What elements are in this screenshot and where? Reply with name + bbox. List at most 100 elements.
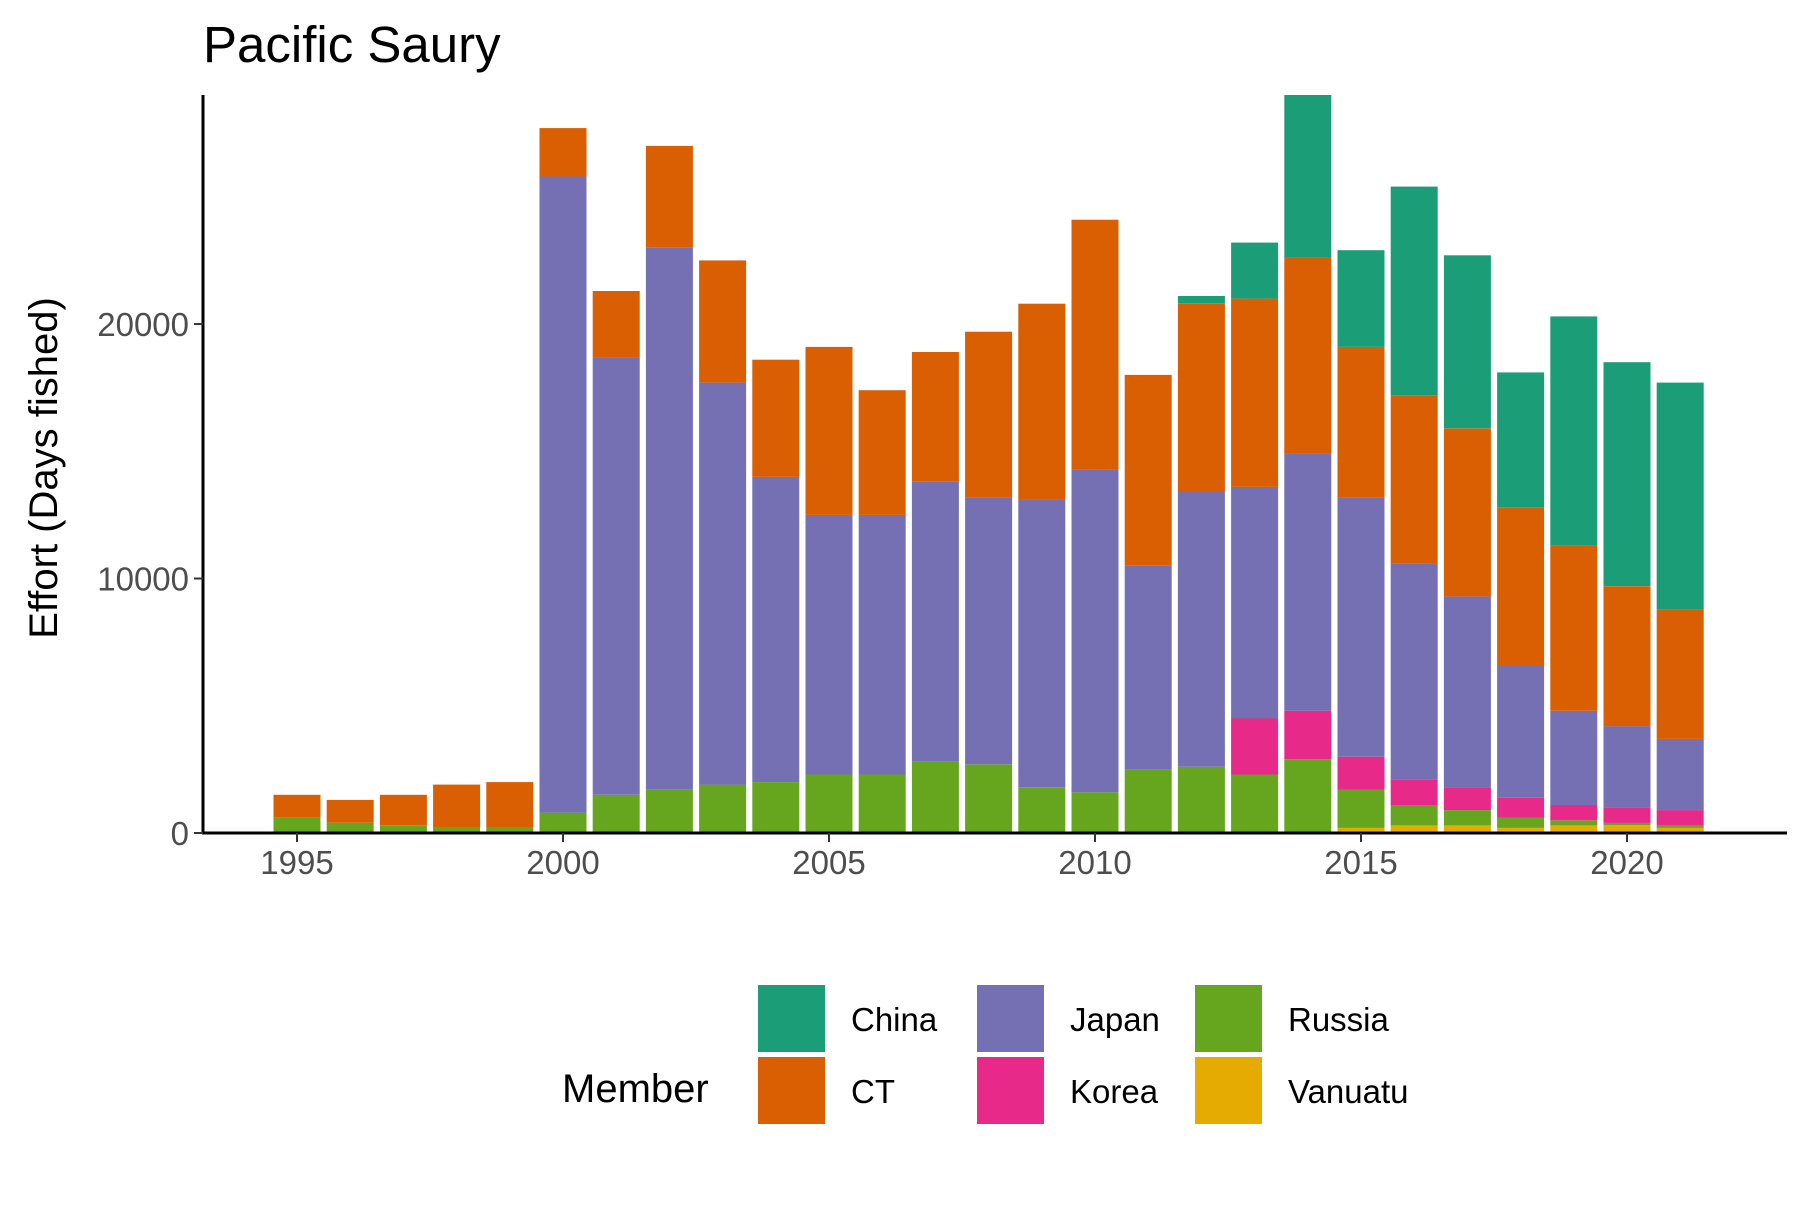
- bar-japan-2004: [752, 476, 800, 783]
- y-tick-label: 0: [171, 815, 189, 852]
- bar-korea-2019: [1550, 805, 1598, 821]
- bar-ct-2013: [1231, 298, 1279, 487]
- bar-russia-2002: [645, 789, 693, 833]
- bar-vanuatu-2018: [1497, 827, 1545, 833]
- bar-korea-2021: [1656, 810, 1704, 826]
- bar-russia-2004: [752, 782, 800, 833]
- bar-ct-2001: [592, 291, 640, 358]
- bar-russia-2006: [858, 774, 906, 833]
- x-tick-label: 2005: [792, 844, 865, 881]
- bar-korea-2016: [1390, 779, 1438, 805]
- bar-japan-2000: [539, 176, 587, 813]
- bar-russia-2009: [1018, 787, 1066, 833]
- bars-layer: [273, 95, 1704, 833]
- bar-china-2020: [1603, 362, 1651, 587]
- bar-vanuatu-2020: [1603, 825, 1651, 833]
- bar-ct-1995: [273, 794, 321, 818]
- bar-japan-2001: [592, 357, 640, 795]
- bar-russia-2005: [805, 774, 853, 833]
- bar-japan-2013: [1231, 486, 1279, 719]
- bar-china-2018: [1497, 372, 1545, 508]
- bar-russia-1999: [486, 827, 534, 833]
- chart-title: Pacific Saury: [203, 16, 501, 73]
- legend-key-vanuatu: [1195, 1057, 1262, 1124]
- bar-russia-2007: [911, 761, 959, 833]
- bar-japan-2016: [1390, 563, 1438, 780]
- legend-key-korea: [977, 1057, 1044, 1124]
- bar-russia-1995: [273, 817, 321, 833]
- legend: Member China CT Japan Korea Russia Vanuatu: [562, 985, 1409, 1124]
- x-tick-label: 2015: [1324, 844, 1397, 881]
- bar-ct-1996: [326, 799, 374, 823]
- bar-ct-2009: [1018, 303, 1066, 500]
- bar-ct-2011: [1124, 374, 1172, 566]
- bar-vanuatu-2017: [1443, 825, 1491, 833]
- bar-ct-2006: [858, 390, 906, 515]
- bar-russia-2021: [1656, 825, 1704, 828]
- bar-ct-2012: [1177, 303, 1225, 492]
- bar-russia-2013: [1231, 774, 1279, 833]
- bar-ct-2015: [1337, 346, 1385, 497]
- bar-japan-2011: [1124, 565, 1172, 770]
- bar-korea-2014: [1284, 710, 1332, 760]
- bar-ct-2010: [1071, 219, 1119, 470]
- bar-japan-2014: [1284, 453, 1332, 711]
- legend-key-japan: [977, 985, 1044, 1052]
- bar-japan-2015: [1337, 497, 1385, 757]
- bar-china-2019: [1550, 316, 1598, 546]
- bar-korea-2018: [1497, 797, 1545, 818]
- x-tick-label: 2000: [526, 844, 599, 881]
- bar-ct-2008: [965, 331, 1013, 498]
- legend-key-ct: [758, 1057, 825, 1124]
- bar-ct-2005: [805, 346, 853, 515]
- legend-label-korea: Korea: [1070, 1073, 1159, 1110]
- bar-china-2014: [1284, 95, 1332, 258]
- y-axis-title: Effort (Days fished): [22, 297, 66, 639]
- bar-russia-2016: [1390, 805, 1438, 826]
- bar-russia-2012: [1177, 766, 1225, 833]
- bar-russia-2020: [1603, 822, 1651, 826]
- bar-china-2017: [1443, 255, 1491, 429]
- bar-ct-2019: [1550, 545, 1598, 711]
- bar-ct-2020: [1603, 586, 1651, 727]
- bar-russia-2008: [965, 764, 1013, 833]
- bar-china-2013: [1231, 242, 1279, 299]
- bar-japan-2012: [1177, 492, 1225, 767]
- bar-japan-2006: [858, 514, 906, 775]
- bar-japan-2007: [911, 481, 959, 762]
- legend-label-japan: Japan: [1070, 1001, 1160, 1038]
- bar-japan-2005: [805, 514, 853, 775]
- bar-china-2021: [1656, 382, 1704, 610]
- bar-ct-2017: [1443, 428, 1491, 597]
- bar-japan-2021: [1656, 738, 1704, 811]
- bar-japan-2008: [965, 497, 1013, 765]
- bar-ct-2007: [911, 352, 959, 482]
- bar-vanuatu-2016: [1390, 825, 1438, 833]
- bar-vanuatu-2015: [1337, 827, 1385, 833]
- bar-ct-2014: [1284, 257, 1332, 454]
- bar-ct-2004: [752, 359, 800, 477]
- legend-title: Member: [562, 1067, 709, 1111]
- bar-russia-2014: [1284, 759, 1332, 833]
- legend-label-china: China: [851, 1001, 938, 1038]
- bar-china-2012: [1177, 296, 1225, 304]
- bar-japan-2020: [1603, 726, 1651, 808]
- y-tick-label: 10000: [97, 561, 189, 598]
- bar-korea-2015: [1337, 756, 1385, 790]
- bar-russia-1998: [433, 827, 481, 833]
- bar-korea-2013: [1231, 718, 1279, 775]
- bar-ct-2002: [645, 145, 693, 248]
- bar-ct-2016: [1390, 395, 1438, 564]
- bar-japan-2009: [1018, 499, 1066, 788]
- bar-ct-1998: [433, 784, 481, 828]
- bar-vanuatu-2021: [1656, 827, 1704, 833]
- bar-japan-2018: [1497, 665, 1545, 798]
- bar-ct-2000: [539, 128, 587, 177]
- bar-ct-1997: [379, 794, 427, 826]
- bar-russia-2003: [699, 784, 747, 833]
- bar-ct-2003: [699, 260, 747, 383]
- bar-japan-2002: [645, 247, 693, 790]
- legend-label-vanuatu: Vanuatu: [1288, 1073, 1409, 1110]
- legend-key-russia: [1195, 985, 1262, 1052]
